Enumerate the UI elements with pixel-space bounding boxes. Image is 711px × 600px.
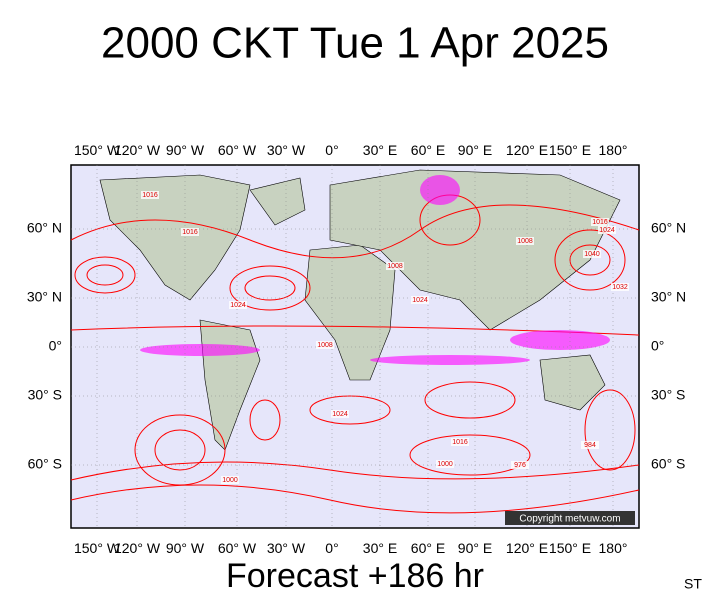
graticule (71, 165, 639, 528)
isobar-label: 1000 (437, 461, 453, 468)
lat-label-left: 0° (49, 338, 62, 354)
lat-label-right: 60° N (651, 220, 686, 236)
isobar-label-bg (581, 441, 599, 449)
isobar-label: 1024 (599, 227, 615, 234)
lat-label-right: 0° (651, 338, 664, 354)
lat-label-left: 30° S (28, 387, 62, 403)
isobar-label: 1016 (182, 229, 198, 236)
isobar-label-bg (221, 476, 239, 484)
lon-label-top: 120° W (114, 142, 161, 158)
isobar-label-bg (229, 301, 247, 309)
isobar-label: 1024 (230, 302, 246, 309)
lon-label-bottom: 180° (599, 540, 628, 556)
isobar-label-bg (411, 296, 429, 304)
isobar-label-bg (598, 226, 616, 234)
copyright-box (505, 511, 635, 525)
isobar-label: 1016 (592, 219, 608, 226)
forecast-label: Forecast +186 hr (226, 557, 484, 595)
lon-label-top: 30° W (267, 142, 306, 158)
lon-label-bottom: 150° W (74, 540, 121, 556)
lon-label-top: 120° E (506, 142, 548, 158)
lon-label-bottom: 30° E (363, 540, 397, 556)
isobar-label: 1008 (317, 342, 333, 349)
code-label: ST (684, 576, 702, 592)
isobar-label-bg (331, 410, 349, 418)
precipitation (140, 175, 610, 365)
isobar-label-bg (511, 461, 529, 469)
lat-label-left: 60° N (27, 220, 62, 236)
isobar-label: 1032 (612, 284, 628, 291)
isobar-label: 1016 (452, 439, 468, 446)
lon-label-top: 90° E (458, 142, 492, 158)
lat-label-right: 60° S (651, 456, 685, 472)
lon-label-bottom: 120° E (506, 540, 548, 556)
lat-label-left: 60° S (28, 456, 62, 472)
lon-label-bottom: 90° E (458, 540, 492, 556)
isobar-label: 984 (584, 442, 596, 449)
isobar-label-bg (316, 341, 334, 349)
copyright: Copyright metvuw.com (519, 514, 620, 525)
lon-label-top: 180° (599, 142, 628, 158)
lon-label-top: 90° W (166, 142, 205, 158)
lon-label-bottom: 90° W (166, 540, 205, 556)
isobar-label: 1024 (332, 411, 348, 418)
isobar-label-bg (141, 191, 159, 199)
isobar-label: 1008 (387, 263, 403, 270)
lon-label-top: 30° E (363, 142, 397, 158)
title: 2000 CKT Tue 1 Apr 2025 (101, 19, 609, 68)
isobar-label: 1040 (584, 251, 600, 258)
lon-label-top: 60° E (411, 142, 445, 158)
map: 1024101610081024101610241008101610001040… (70, 164, 640, 529)
isobar-label: 1016 (142, 192, 158, 199)
lon-label-top: 150° E (549, 142, 591, 158)
lon-label-bottom: 60° W (218, 540, 257, 556)
isobar-label: 1008 (517, 238, 533, 245)
lon-label-top: 0° (325, 142, 338, 158)
isobar-label: 1000 (222, 477, 238, 484)
land (99, 169, 621, 451)
lat-label-right: 30° N (651, 289, 686, 305)
isobar-label-bg (451, 438, 469, 446)
lon-label-top: 60° W (218, 142, 257, 158)
lat-label-left: 30° N (27, 289, 62, 305)
isobar-label-bg (181, 228, 199, 236)
lon-label-bottom: 120° W (114, 540, 161, 556)
lat-label-right: 30° S (651, 387, 685, 403)
lon-label-bottom: 60° E (411, 540, 445, 556)
lon-label-bottom: 150° E (549, 540, 591, 556)
lon-label-top: 150° W (74, 142, 121, 158)
isobar-label-bg (611, 283, 629, 291)
isobar-label-bg (516, 237, 534, 245)
isobar-label-bg (386, 262, 404, 270)
lon-label-bottom: 0° (325, 540, 338, 556)
isobar-labels: 1024101610081024101610241008101610001040… (141, 191, 629, 484)
lon-label-bottom: 30° W (267, 540, 306, 556)
isobar-label-bg (436, 460, 454, 468)
isobar-label-bg (583, 250, 601, 258)
isobar-label: 976 (514, 462, 526, 469)
isobar-label: 1024 (412, 297, 428, 304)
isobar-label-bg (591, 218, 609, 226)
